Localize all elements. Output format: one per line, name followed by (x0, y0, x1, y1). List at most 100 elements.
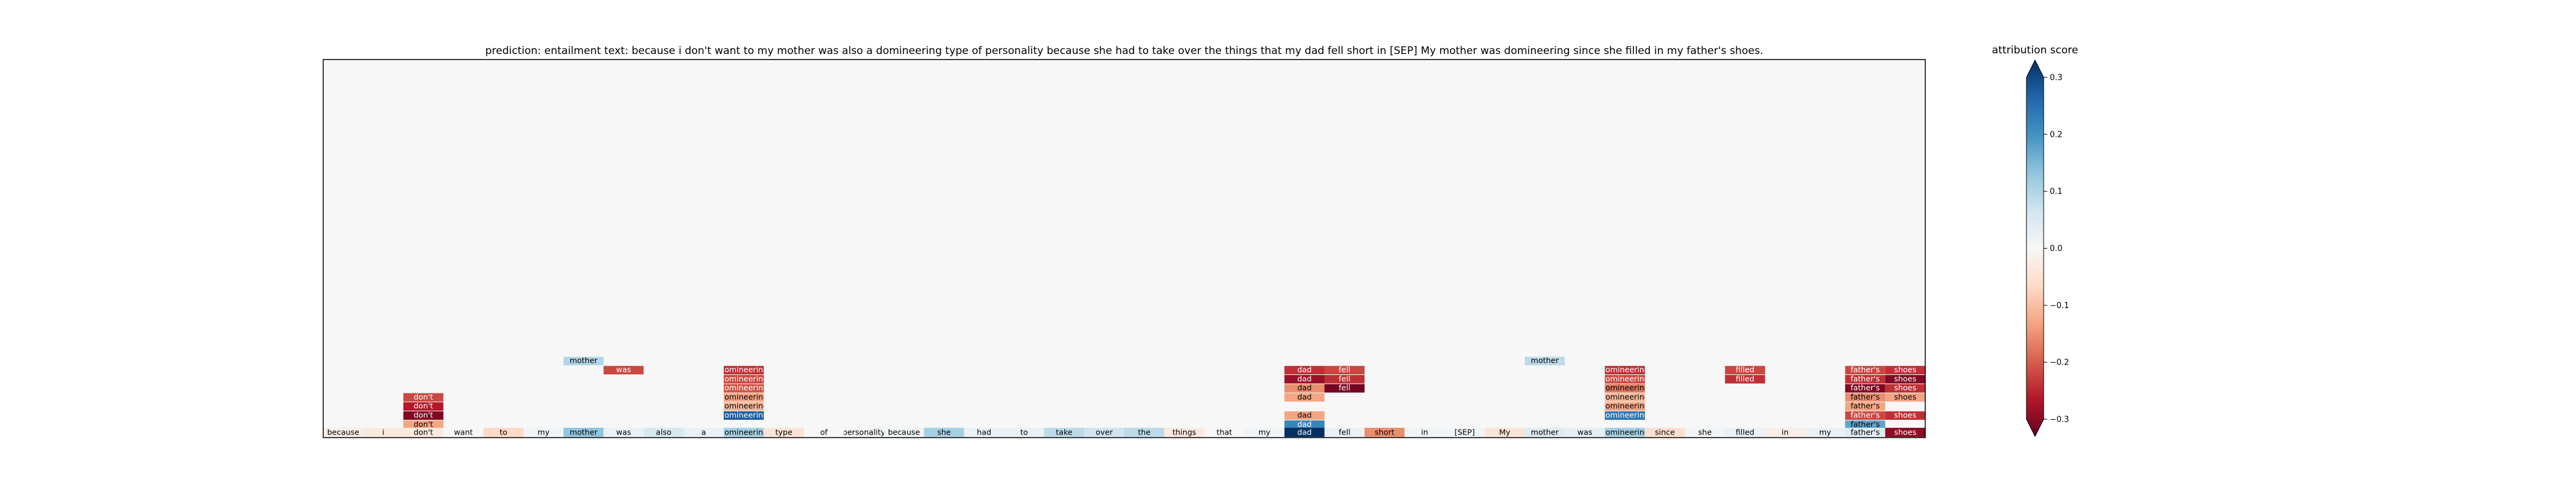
chart-title: prediction: entailment text: because i d… (485, 45, 1763, 57)
token-cell: My (1484, 428, 1525, 437)
attribution-cell-box (1284, 420, 1325, 429)
attribution-cell-label: filled (1736, 365, 1754, 374)
token-cell-label: short (1374, 428, 1394, 437)
attribution-cell: dad (1284, 420, 1325, 429)
attribution-cell: father's (1845, 375, 1885, 384)
attribution-cell-box (1885, 393, 1925, 402)
token-cell-box (523, 428, 564, 437)
token-cell-box (1725, 428, 1765, 437)
token-cell: over (1084, 428, 1124, 437)
attribution-cell-box (724, 393, 764, 402)
attribution-cell: don't (403, 402, 443, 411)
attribution-cell: father's (1845, 401, 1885, 411)
attribution-cell-label: dad (1297, 392, 1312, 401)
token-cell: domineering (1604, 428, 1645, 437)
attribution-cell-box (1604, 393, 1645, 402)
attribution-cell: don't (403, 393, 443, 402)
token-cell: i (363, 428, 404, 437)
attribution-cell-box (724, 375, 764, 384)
token-cell-box (1405, 428, 1445, 437)
attribution-cell-box (1845, 384, 1885, 393)
attribution-cell: domineering (1604, 366, 1645, 374)
attribution-cell-box (403, 393, 443, 402)
attribution-cell-box (403, 411, 443, 420)
attribution-cell: domineering (724, 393, 764, 402)
attribution-cell-label: father's (1850, 401, 1880, 411)
token-cell-label: also (656, 428, 671, 437)
token-cell-box (1044, 428, 1084, 437)
attribution-cell: don't (403, 419, 443, 429)
attribution-cell: father's (1845, 392, 1885, 402)
token-cell: she (924, 428, 964, 437)
attribution-cell-box (1284, 393, 1325, 402)
token-cell: my (1805, 428, 1846, 437)
colorbar-tick-label: 0.2 (2050, 130, 2063, 139)
attribution-cell-box (1525, 357, 1565, 366)
token-cell-box (1124, 428, 1165, 437)
attribution-cell-box (724, 384, 764, 393)
token-cell-box (443, 428, 484, 437)
token-cell-box (1324, 428, 1365, 437)
token-cell: father's (1845, 428, 1885, 437)
token-cell: domineering (724, 428, 764, 437)
attribution-cell: filled (1725, 365, 1765, 374)
token-cell-label: shoes (1894, 428, 1916, 437)
token-cell: take (1044, 428, 1084, 437)
attribution-cell-box (1845, 375, 1885, 384)
attribution-cell-label: domineering (719, 401, 768, 411)
attribution-cell: domineering (719, 401, 768, 411)
token-cell-label: to (500, 428, 508, 437)
attribution-cell-box (563, 357, 604, 366)
attribution-cell-label: mother (1531, 356, 1559, 365)
token-cell: of (803, 428, 844, 437)
attribution-cell-label: domineering (719, 411, 768, 420)
colorbar-tick-label: 0.3 (2050, 74, 2063, 83)
token-cell: had (964, 428, 1005, 437)
attribution-cell-label: domineering (1601, 374, 1649, 383)
token-cell: fell (1324, 428, 1365, 437)
token-cell-label: type (775, 428, 792, 437)
attribution-cell-box (1845, 366, 1885, 374)
token-cell-box (964, 428, 1005, 437)
attribution-cell-box (1845, 411, 1885, 420)
token-cell-label: because (328, 428, 360, 437)
colorbar-tick-label: 0.1 (2050, 187, 2063, 196)
attribution-cell: domineering (724, 366, 764, 374)
token-cell-label: My (1499, 428, 1511, 437)
token-cell-label: i (382, 428, 384, 437)
attribution-cell-label: shoes (1894, 411, 1916, 420)
attribution-cell: shoes (1885, 365, 1925, 374)
attribution-cell-label: father's (1850, 392, 1880, 401)
attribution-cell-label: don't (413, 419, 433, 428)
token-cell-box (1364, 428, 1405, 437)
token-cell-label: my (1819, 428, 1831, 437)
token-cell: because (323, 428, 364, 437)
token-cell-box (724, 428, 764, 437)
attribution-cell-label: domineering (1601, 411, 1649, 420)
token-cell: was (604, 428, 644, 437)
colorbar-tick-label: 0.0 (2050, 244, 2063, 253)
token-cell-box (1084, 428, 1124, 437)
attribution-cell-label: shoes (1894, 365, 1916, 374)
token-cell-box (604, 428, 644, 437)
token-cell-label: she (1698, 428, 1712, 437)
token-cell-box (1885, 428, 1925, 437)
token-cell: personality (843, 428, 884, 437)
attribution-cell-label: father's (1850, 411, 1880, 420)
attribution-cell: dad (1284, 384, 1325, 393)
token-cell: type (764, 428, 804, 437)
token-cell-label: since (1655, 428, 1675, 437)
plot-area-background (323, 60, 1925, 438)
token-cell: [SEP] (1444, 428, 1485, 437)
attribution-cell-box (1284, 375, 1325, 384)
token-cell-box (1765, 428, 1806, 437)
token-cell-box (1004, 428, 1045, 437)
token-cell-box (683, 428, 724, 437)
attribution-cell-box (1604, 402, 1645, 411)
token-cell-label: things (1173, 428, 1197, 437)
token-cell-label: my (1259, 428, 1271, 437)
token-cell-box (764, 428, 804, 437)
token-cell: short (1364, 428, 1405, 437)
token-cell-label: was (616, 428, 631, 437)
token-cell-label: in (1421, 428, 1428, 437)
